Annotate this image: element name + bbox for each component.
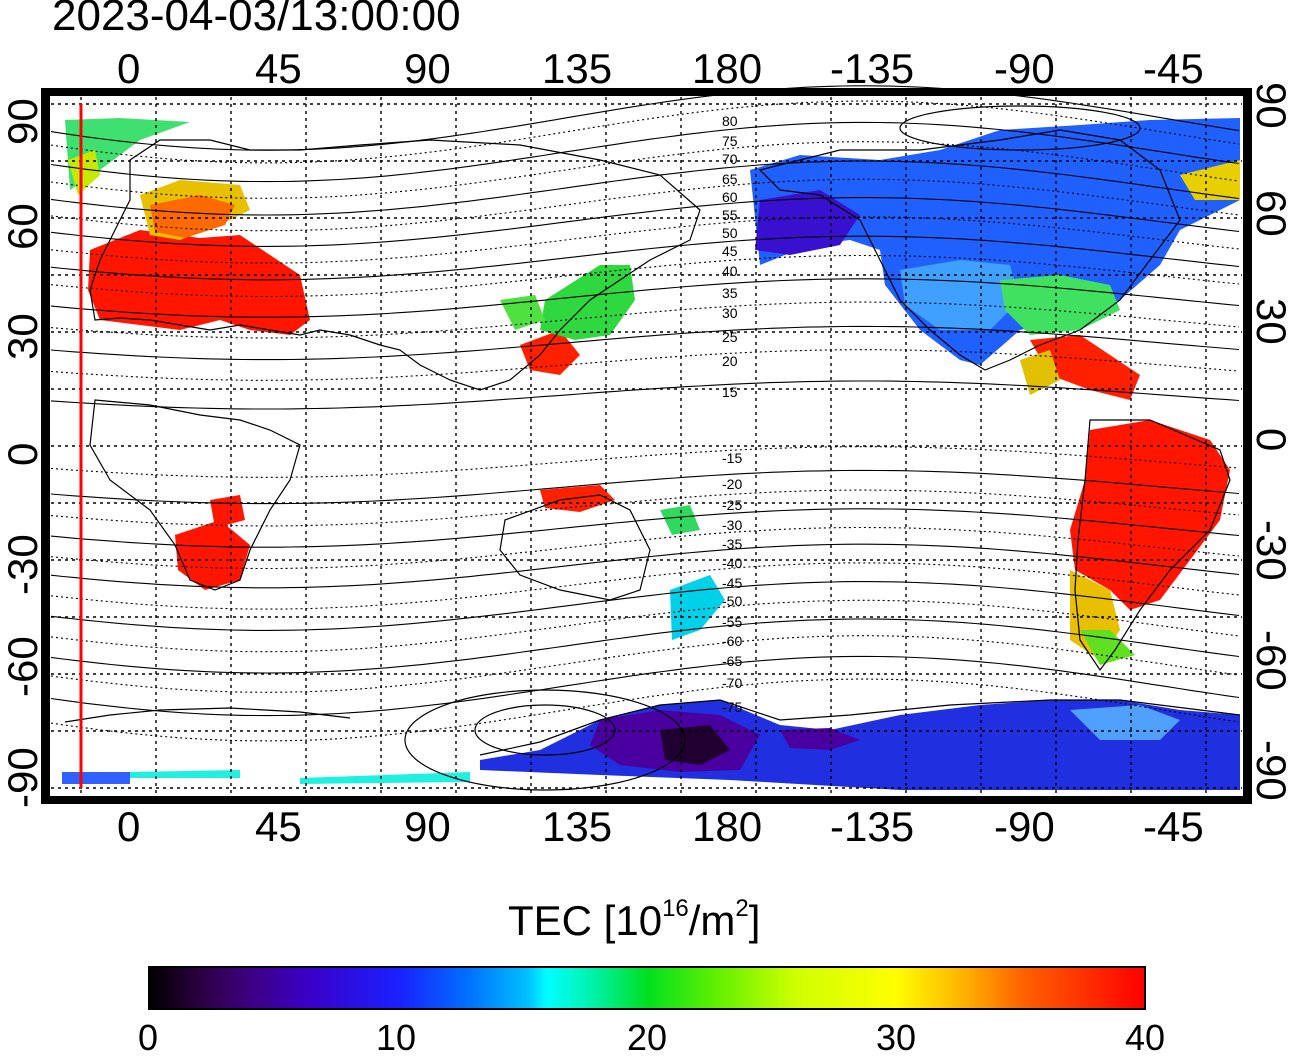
contour-line: [50, 121, 1240, 183]
contour-line: [50, 508, 1240, 548]
tec-colorbar: [148, 966, 1146, 1010]
polar-contour: [404, 689, 686, 791]
bottom-tick-neg90: -90: [994, 803, 1055, 850]
contour-label: -75: [722, 699, 742, 715]
contour-label: 30: [722, 305, 738, 321]
polar-contour: [899, 105, 1141, 151]
contour-line: [50, 678, 1240, 742]
contour-label: -15: [722, 450, 742, 466]
right-axis-bar: [1244, 88, 1252, 804]
contour-line: [50, 160, 1240, 216]
top-tick-90: 90: [404, 45, 451, 92]
contour-label: -35: [722, 536, 742, 552]
contour-line: [50, 618, 1240, 674]
contour-label: -40: [722, 555, 742, 571]
top-tick-135: 135: [542, 45, 613, 92]
contour-label: 70: [722, 151, 738, 167]
contour-line: [50, 446, 1240, 478]
bottom-tick-neg45: -45: [1143, 803, 1204, 850]
contour-line: [50, 599, 1240, 653]
contour-label: 55: [722, 207, 738, 223]
contour-label: 20: [722, 353, 738, 369]
contour-label: -30: [722, 517, 742, 533]
contour-line: [50, 301, 1240, 339]
bottom-tick-0: 0: [117, 803, 141, 850]
contour-line: [50, 380, 1240, 410]
contour-line: [50, 349, 1240, 381]
left-axis-bar: [41, 88, 49, 804]
contour-labels: 80 75 70 65 60 55 50 45 40 35 30 25 20 15 -15 -20 -25 -30…: [722, 113, 742, 715]
contour-label: 65: [722, 171, 738, 187]
contour-label: 50: [722, 225, 738, 241]
contour-lines: [50, 85, 1240, 791]
bottom-tick-135: 135: [542, 803, 613, 850]
bottom-tick-180: 180: [692, 803, 763, 850]
colorbar-label-40: 40: [1125, 1017, 1166, 1058]
contour-line: [50, 178, 1240, 232]
contour-label: -70: [722, 675, 742, 691]
contour-line: [50, 278, 1240, 318]
top-tick-45: 45: [255, 45, 302, 92]
top-tick-0: 0: [117, 45, 141, 92]
contour-line: [50, 489, 1240, 527]
contour-label: -45: [722, 575, 742, 591]
bottom-axis-bar: [41, 797, 1252, 804]
contour-line: [50, 216, 1240, 264]
contour-line: [50, 581, 1240, 631]
top-axis-bar: [41, 88, 1252, 95]
contour-line: [50, 655, 1240, 717]
contour-label: 35: [722, 285, 738, 301]
contour-line: [50, 197, 1240, 247]
colorbar-label-20: 20: [627, 1017, 668, 1058]
coastlines: [64, 129, 1241, 756]
contour-label: -50: [722, 593, 742, 609]
contour-line: [50, 562, 1240, 610]
contour-label: 25: [722, 329, 738, 345]
contour-label: 45: [722, 243, 738, 259]
contour-label: -60: [722, 633, 742, 649]
polar-contour: [474, 704, 616, 756]
contour-label: -55: [722, 614, 742, 630]
contour-line: [50, 235, 1240, 281]
contour-line: [50, 325, 1240, 361]
contour-label: 80: [722, 113, 738, 129]
contour-line: [50, 254, 1240, 298]
top-tick-180: 180: [692, 45, 763, 92]
bottom-tick-90: 90: [404, 803, 451, 850]
contour-label: -20: [722, 476, 742, 492]
contour-label: -25: [722, 497, 742, 513]
contour-line: [50, 100, 1240, 164]
contour-label: 60: [722, 189, 738, 205]
contour-label: 75: [722, 133, 738, 149]
contour-label: -65: [722, 653, 742, 669]
timestamp-title: 2023-04-03/13:00:00: [52, 0, 461, 40]
top-tick-neg135: -135: [830, 45, 915, 92]
colorbar-title: TEC [1016/m2]: [508, 895, 761, 944]
colorbar-label-10: 10: [376, 1017, 417, 1058]
contour-label: 15: [722, 384, 738, 400]
contour-line: [50, 543, 1240, 589]
contour-line: [50, 469, 1240, 505]
top-tick-neg90: -90: [994, 45, 1055, 92]
colorbar-label-30: 30: [876, 1017, 917, 1058]
bottom-tick-45: 45: [255, 803, 302, 850]
colorbar-label-0: 0: [138, 1017, 159, 1058]
top-tick-neg45: -45: [1143, 45, 1204, 92]
bottom-tick-neg135: -135: [830, 803, 915, 850]
contour-label: 40: [722, 263, 738, 279]
